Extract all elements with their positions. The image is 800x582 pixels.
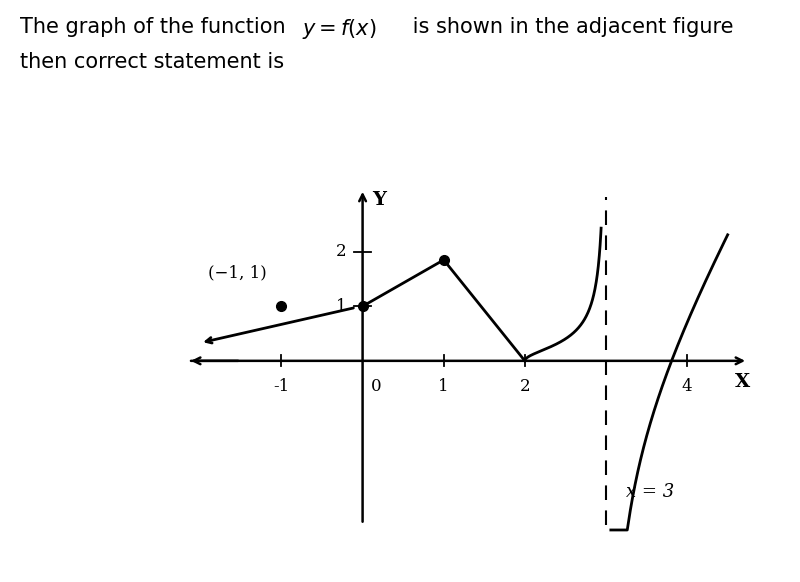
Text: 2: 2: [336, 243, 346, 260]
Text: Y: Y: [372, 191, 386, 208]
Text: 0: 0: [370, 378, 382, 395]
Text: 1: 1: [336, 298, 346, 315]
Text: 2: 2: [519, 378, 530, 395]
Text: $y = f(x)$: $y = f(x)$: [302, 17, 377, 41]
Text: is shown in the adjacent figure: is shown in the adjacent figure: [406, 17, 734, 37]
Text: 1: 1: [438, 378, 449, 395]
Text: 4: 4: [682, 378, 693, 395]
Text: (−1, 1): (−1, 1): [209, 265, 267, 282]
Text: x = 3: x = 3: [626, 483, 674, 501]
Text: then correct statement is: then correct statement is: [20, 52, 284, 72]
Text: The graph of the function: The graph of the function: [20, 17, 292, 37]
Text: -1: -1: [274, 378, 290, 395]
Text: X: X: [734, 373, 750, 391]
